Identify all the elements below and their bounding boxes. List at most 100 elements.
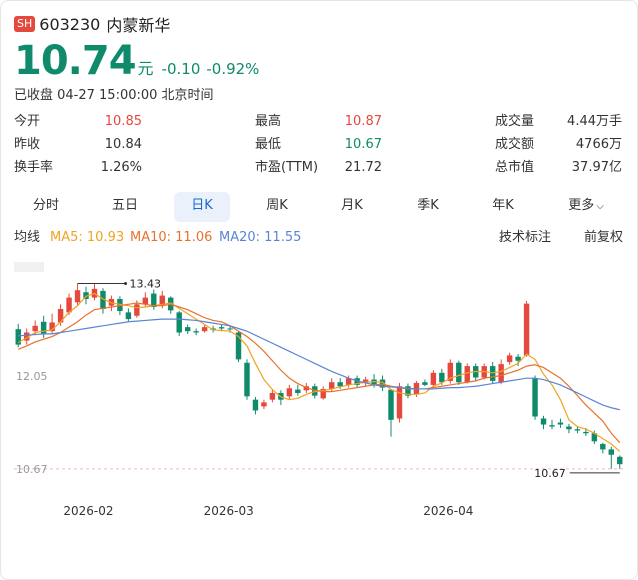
candle-body — [566, 426, 572, 430]
candle — [193, 328, 199, 336]
chart-label-placeholder — [14, 262, 44, 272]
candle-body — [464, 366, 470, 383]
candle-body — [532, 378, 538, 417]
candle-body — [159, 295, 165, 306]
tab-intraday[interactable]: 分时 — [32, 198, 59, 213]
candle-body — [74, 290, 81, 303]
candle-body — [252, 399, 259, 411]
candle — [244, 359, 250, 400]
candle — [447, 359, 454, 384]
candle-body — [506, 355, 513, 363]
x-tick-label: 2026-02 — [63, 504, 113, 518]
stat-label-turnover-amount: 成交额 — [495, 137, 535, 152]
tab-daily-k[interactable]: 日K — [174, 192, 230, 222]
candle-body — [49, 322, 55, 332]
stat-value-turnover-rate: 1.26% — [100, 160, 142, 175]
candle-body — [134, 304, 140, 316]
candle-body — [345, 378, 352, 385]
tab-more-label: 更多 — [568, 198, 595, 213]
stat-label-turnover-rate: 换手率 — [14, 160, 54, 175]
candle-body — [456, 362, 462, 383]
candle-body — [142, 297, 149, 305]
candle — [506, 352, 513, 365]
stat-label-volume: 成交量 — [495, 114, 535, 129]
candle — [125, 308, 132, 322]
candle — [184, 324, 191, 334]
tab-more[interactable]: 更多 ⌵ — [554, 192, 618, 222]
ma20-value: MA20: 11.55 — [219, 230, 302, 245]
y-tick-label: 10.67 — [16, 463, 48, 476]
candle-body — [40, 321, 47, 334]
candle — [549, 419, 555, 430]
ma10-value: MA10: 11.06 — [130, 230, 213, 245]
candle — [151, 289, 157, 310]
y-tick-label: 12.05 — [16, 370, 48, 383]
candle — [74, 283, 81, 306]
candle — [286, 384, 293, 400]
stat-value-pe: 21.72 — [344, 160, 382, 175]
candle-body — [362, 379, 369, 383]
candle-body — [23, 332, 30, 341]
candle-body — [430, 372, 437, 385]
exchange-badge: SH — [14, 16, 36, 32]
ma10-line — [18, 302, 621, 444]
period-tabs: 分时 五日 日K 周K 月K 季K 年K 更多 ⌵ — [14, 192, 624, 222]
candle-body — [447, 362, 454, 381]
stat-label-high: 最高 — [255, 114, 282, 129]
price-change: -0.10 — [161, 60, 201, 78]
candle — [261, 399, 267, 410]
candle — [269, 388, 276, 403]
candle-body — [489, 366, 496, 381]
kline-chart[interactable]: 12.05 10.67 2026-02 2026-03 2026-04 13.43 10.6… — [14, 252, 624, 527]
candle-body — [337, 382, 343, 387]
candle — [557, 418, 564, 428]
x-tick-label: 2026-04 — [423, 504, 473, 518]
price-adjust-toggle[interactable]: 前复权 — [584, 230, 624, 245]
candle-body — [83, 292, 89, 299]
candle-body — [600, 444, 606, 450]
candle-body — [244, 362, 250, 397]
candle — [176, 311, 182, 336]
candle-body — [328, 382, 335, 389]
price-unit: 元 — [137, 59, 154, 78]
x-tick-label: 2026-03 — [204, 504, 254, 518]
candle-body — [312, 386, 318, 396]
stat-value-low: 10.67 — [344, 137, 382, 152]
candle-body — [108, 298, 115, 306]
candle — [396, 382, 403, 423]
candle — [345, 375, 352, 388]
candle — [201, 324, 208, 333]
tab-weekly-k[interactable]: 周K — [266, 198, 288, 213]
candle-body — [100, 290, 106, 310]
candle-body — [608, 449, 615, 455]
candle — [600, 442, 606, 454]
price-row: 10.74 元 -0.10 -0.92% — [14, 38, 259, 84]
high-marker-dot — [124, 281, 128, 285]
candle-body — [32, 325, 38, 332]
candle-body — [379, 379, 386, 388]
tab-five-day[interactable]: 五日 — [111, 198, 138, 213]
candle-body — [15, 329, 21, 345]
tab-monthly-k[interactable]: 月K — [341, 198, 363, 213]
candle — [388, 388, 394, 437]
price-change-pct: -0.92% — [206, 60, 260, 78]
candle-body — [286, 388, 293, 397]
candle-body — [405, 386, 411, 396]
candle-body — [549, 425, 555, 427]
tab-quarterly-k[interactable]: 季K — [417, 198, 439, 213]
candle-body — [515, 356, 521, 361]
candle — [83, 286, 89, 305]
candle-body — [201, 327, 208, 332]
candle-body — [184, 327, 191, 332]
stat-value-prev-close: 10.84 — [104, 137, 142, 152]
candle-body — [295, 389, 301, 393]
tab-yearly-k[interactable]: 年K — [492, 198, 514, 213]
stat-label-open: 今开 — [14, 114, 41, 129]
stat-label-prev-close: 昨收 — [14, 137, 41, 152]
candle-body — [66, 297, 72, 313]
candle — [320, 386, 326, 400]
candle-body — [591, 433, 598, 442]
candle-body — [439, 372, 445, 383]
candle — [532, 375, 538, 420]
candle — [540, 415, 547, 430]
